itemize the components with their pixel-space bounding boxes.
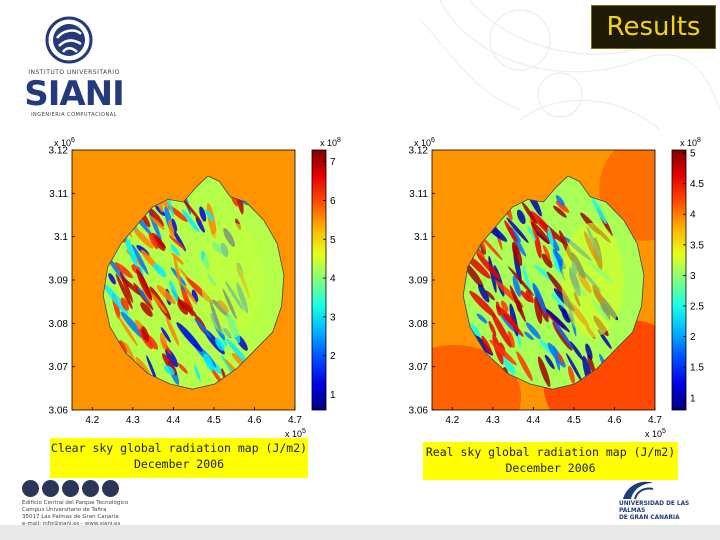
real-sky-radiation-chart: 3.12 3.11 3.1 3.09 3.08 3.07 3.06 x 106 4.2 4.3 4.… xyxy=(380,130,720,440)
dot-icon xyxy=(82,480,99,497)
y-tick-label: 3.08 xyxy=(409,319,429,330)
y-tick-label: 3.1 xyxy=(54,232,68,243)
real-sky-caption-line-1: Real sky global radiation map (J/m2) xyxy=(425,445,676,459)
x-tick-label: 4.6 xyxy=(608,415,622,426)
real-sky-caption-line-2: December 2006 xyxy=(505,461,596,475)
y-tick-label: 3.08 xyxy=(49,319,69,330)
y-tick-label: 3.12 xyxy=(409,146,429,157)
y-axis-exponent: x 106 xyxy=(414,137,435,148)
ulpgc-logo: UNIVERSIDAD DE LAS PALMAS DE GRAN CANARI… xyxy=(615,477,715,521)
x-tick-label: 4.4 xyxy=(166,415,180,426)
clear-sky-caption-line-2: December 2006 xyxy=(133,457,224,471)
dot-icon xyxy=(62,480,79,497)
x-tick-label: 4.7 xyxy=(648,415,662,426)
footer-bar xyxy=(0,525,720,540)
ulpgc-line: UNIVERSIDAD DE LAS PALMAS xyxy=(619,501,690,514)
clear-sky-radiation-chart: 3.12 3.11 3.1 3.09 3.08 3.07 3.06 x 106 4.2 4.3 4.… xyxy=(20,130,360,440)
y-tick-label: 3.09 xyxy=(49,276,69,287)
colorbar-tick-label: 1 xyxy=(690,393,696,404)
x-tick-label: 4.2 xyxy=(85,415,99,426)
address-line: Edificio Central del Parque Tecnológico xyxy=(22,500,129,506)
address-line: e-mail: info@siani.es - www.siani.es xyxy=(22,521,121,527)
y-tick-label: 3.11 xyxy=(409,189,428,200)
clear-sky-caption-line-1: Clear sky global radiation map (J/m2) xyxy=(50,441,308,455)
x-tick-label: 4.3 xyxy=(126,415,140,426)
y-tick-label: 3.09 xyxy=(409,276,429,287)
slide-title-box: Results xyxy=(591,5,716,49)
x-axis-exponent: x 105 xyxy=(645,428,666,439)
colorbar-tick-label: 3 xyxy=(690,271,696,282)
x-tick-label: 4.5 xyxy=(207,415,221,426)
colorbar-tick-label: 2 xyxy=(330,351,336,362)
dot-icon xyxy=(22,480,39,497)
x-tick-label: 4.4 xyxy=(526,415,540,426)
ulpgc-line: DE GRAN CANARIA xyxy=(619,515,680,521)
logo-text-top: INSTITUTO UNIVERSITARIO xyxy=(28,69,120,76)
y-tick-label: 3.12 xyxy=(49,146,69,157)
colorbar-tick-label: 3.5 xyxy=(690,240,704,251)
address-line: 35017 Las Palmas de Gran Canaria xyxy=(22,514,119,520)
clear-sky-caption: Clear sky global radiation map (J/m2) De… xyxy=(50,438,308,478)
colorbar-tick-label: 2.5 xyxy=(690,302,704,313)
colorbar-tick-label: 2 xyxy=(690,332,696,343)
x-tick-label: 4.7 xyxy=(288,415,302,426)
dot-icon xyxy=(42,480,59,497)
colorbar-tick-label: 5 xyxy=(690,149,696,160)
dot-icon xyxy=(102,480,119,497)
x-tick-label: 4.2 xyxy=(445,415,459,426)
slide-title: Results xyxy=(606,12,701,42)
x-tick-label: 4.3 xyxy=(486,415,500,426)
colorbar-tick-label: 7 xyxy=(330,157,336,168)
colorbar-exponent: x 108 xyxy=(680,137,701,148)
y-tick-label: 3.07 xyxy=(409,362,429,373)
x-tick-label: 4.5 xyxy=(567,415,581,426)
address-line: Campus Universitario de Tafira xyxy=(22,507,107,513)
colorbar-tick-label: 1 xyxy=(330,390,336,401)
y-tick-label: 3.06 xyxy=(409,406,429,417)
colorbar-tick-label: 1.5 xyxy=(690,363,704,374)
y-tick-label: 3.07 xyxy=(49,362,69,373)
ulpgc-emblem-icon xyxy=(623,481,654,500)
ulpgc-text: UNIVERSIDAD DE LAS PALMAS DE GRAN CANARI… xyxy=(619,501,715,522)
colorbar-tick-label: 4.5 xyxy=(690,179,704,190)
siani-dots-logo xyxy=(22,480,122,500)
island-coastline xyxy=(102,175,285,390)
colorbar-tick-label: 4 xyxy=(330,274,336,285)
globe-icon xyxy=(45,16,93,64)
colorbar-exponent: x 108 xyxy=(320,137,341,148)
logo-text-bottom: INGENIERIA COMPUTACIONAL xyxy=(31,112,117,118)
colorbar-tick-label: 5 xyxy=(330,235,336,246)
x-tick-label: 4.6 xyxy=(248,415,262,426)
y-axis-exponent: x 106 xyxy=(54,137,75,148)
siani-logo: INSTITUTO UNIVERSITARIO SIANI INGENIERIA… xyxy=(24,14,125,118)
colorbar-tick-label: 6 xyxy=(330,196,336,207)
logo-name: SIANI xyxy=(24,74,125,114)
real-sky-caption: Real sky global radiation map (J/m2) Dec… xyxy=(423,442,678,480)
colorbar-tick-label: 3 xyxy=(330,312,336,323)
island-coastline xyxy=(462,175,645,390)
y-tick-label: 3.1 xyxy=(414,232,428,243)
y-tick-label: 3.11 xyxy=(49,189,68,200)
y-tick-label: 3.06 xyxy=(49,406,69,417)
footer-address: Edificio Central del Parque Tecnológico … xyxy=(22,500,132,528)
colorbar xyxy=(671,149,687,411)
colorbar xyxy=(311,149,327,411)
colorbar-tick-label: 4 xyxy=(690,210,696,221)
x-axis-exponent: x 105 xyxy=(285,428,306,439)
